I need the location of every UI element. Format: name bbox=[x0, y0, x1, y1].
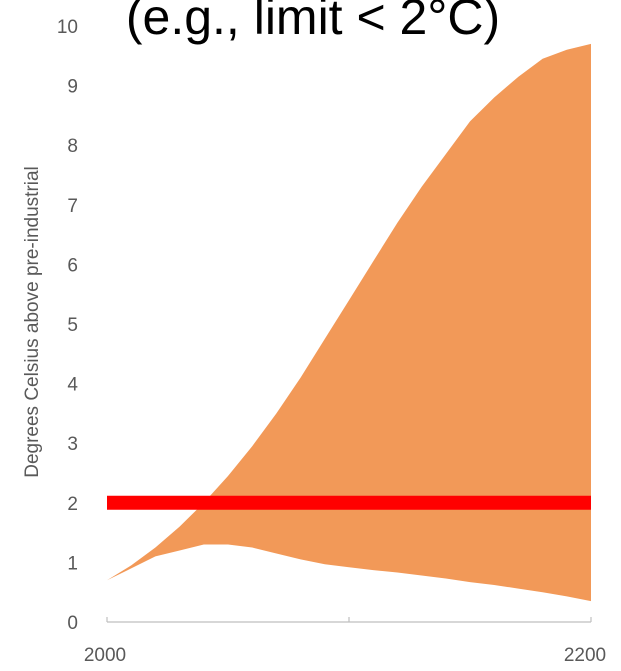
y-tick-label: 2 bbox=[67, 494, 78, 515]
y-tick-label: 10 bbox=[57, 17, 78, 38]
y-tick-label: 1 bbox=[67, 553, 78, 574]
y-tick-label: 8 bbox=[67, 136, 78, 157]
y-tick-label: 4 bbox=[67, 375, 78, 396]
axes bbox=[106, 617, 592, 623]
y-tick-label: 7 bbox=[67, 196, 78, 217]
y-tick-label: 0 bbox=[67, 613, 78, 634]
x-tick-label: 2200 bbox=[564, 645, 606, 666]
y-tick-label: 9 bbox=[67, 77, 78, 98]
x-tick-labels: 2000 2200 bbox=[84, 645, 606, 666]
x-tick-label: 2000 bbox=[84, 645, 126, 666]
chart-title: (e.g., limit < 2°C) bbox=[126, 0, 500, 45]
y-tick-label: 6 bbox=[67, 255, 78, 276]
y-axis-label: Degrees Celsius above pre-industrial bbox=[22, 166, 43, 478]
y-tick-labels: 0 1 2 3 4 5 6 7 8 9 10 bbox=[57, 17, 79, 634]
temperature-range-band bbox=[107, 43, 591, 602]
y-tick-label: 5 bbox=[67, 315, 78, 336]
band-layer bbox=[107, 43, 591, 602]
y-tick-label: 3 bbox=[67, 434, 78, 455]
